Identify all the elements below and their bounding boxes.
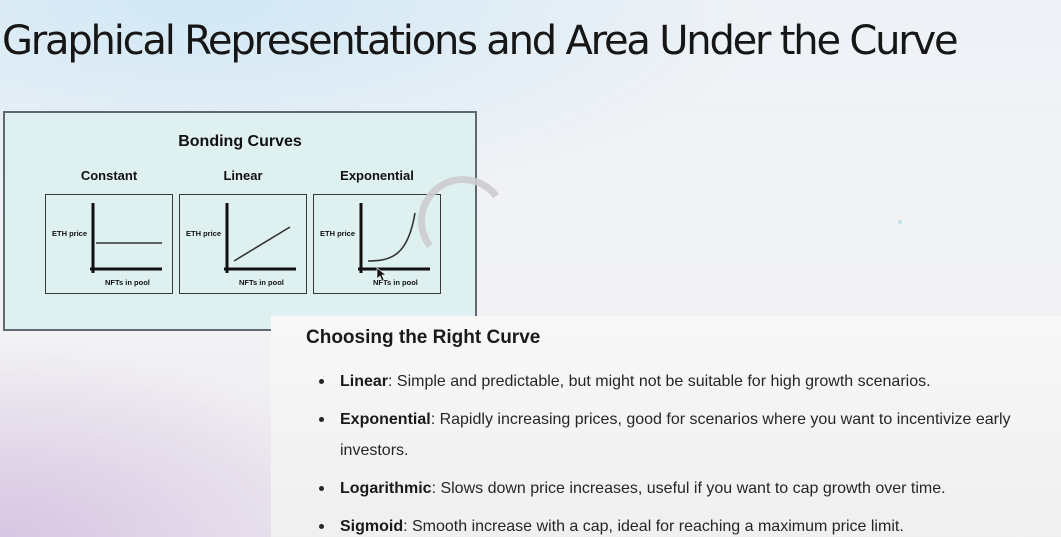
description-logarithmic: : Slows down price increases, useful if … [431, 480, 946, 497]
term-sigmoid: Sigmoid [340, 518, 404, 535]
curve-options-list: Linear: Simple and predictable, but migh… [319, 366, 1059, 537]
decorative-dot [898, 220, 902, 224]
panel-label-linear: Linear [223, 168, 263, 183]
diagram-title: Bonding Curves [178, 133, 302, 150]
curve-linear [233, 226, 291, 262]
term-logarithmic: Logarithmic [340, 480, 432, 497]
curve-exponential [367, 212, 416, 262]
description-exponential: : Rapidly increasing prices, good for sc… [340, 411, 1011, 459]
y-axis-label-linear: ETH price [186, 229, 221, 238]
term-exponential: Exponential [340, 411, 431, 428]
list-item-exponential: Exponential: Rapidly increasing prices, … [319, 404, 1059, 466]
panel-exponential: ETH price NFTs in pool [313, 194, 441, 294]
y-axis-label-exponential: ETH price [320, 229, 355, 238]
choosing-curve-card: Choosing the Right Curve Linear: Simple … [271, 316, 1061, 537]
panel-constant: ETH price NFTs in pool [45, 194, 173, 294]
x-axis-label-constant: NFTs in pool [105, 278, 150, 287]
term-linear: Linear [340, 373, 389, 390]
description-linear: : Simple and predictable, but might not … [388, 373, 931, 390]
panel-label-exponential: Exponential [340, 168, 414, 183]
panel-linear: ETH price NFTs in pool [179, 194, 307, 294]
card-heading: Choosing the Right Curve [306, 327, 541, 348]
list-item-sigmoid: Sigmoid: Smooth increase with a cap, ide… [319, 511, 1059, 537]
y-axis-label-constant: ETH price [52, 229, 87, 238]
x-axis-label-linear: NFTs in pool [239, 278, 284, 287]
page-title: Graphical Representations and Area Under… [2, 18, 959, 64]
mouse-cursor-icon [376, 267, 387, 282]
x-axis-label-exponential: NFTs in pool [373, 278, 418, 287]
panel-label-constant: Constant [80, 168, 138, 183]
description-sigmoid: : Smooth increase with a cap, ideal for … [403, 518, 904, 535]
list-item-linear: Linear: Simple and predictable, but migh… [319, 366, 1059, 397]
bonding-curves-diagram: Bonding Curves Constant Linear Exponenti… [3, 111, 477, 331]
list-item-logarithmic: Logarithmic: Slows down price increases,… [319, 473, 1059, 504]
